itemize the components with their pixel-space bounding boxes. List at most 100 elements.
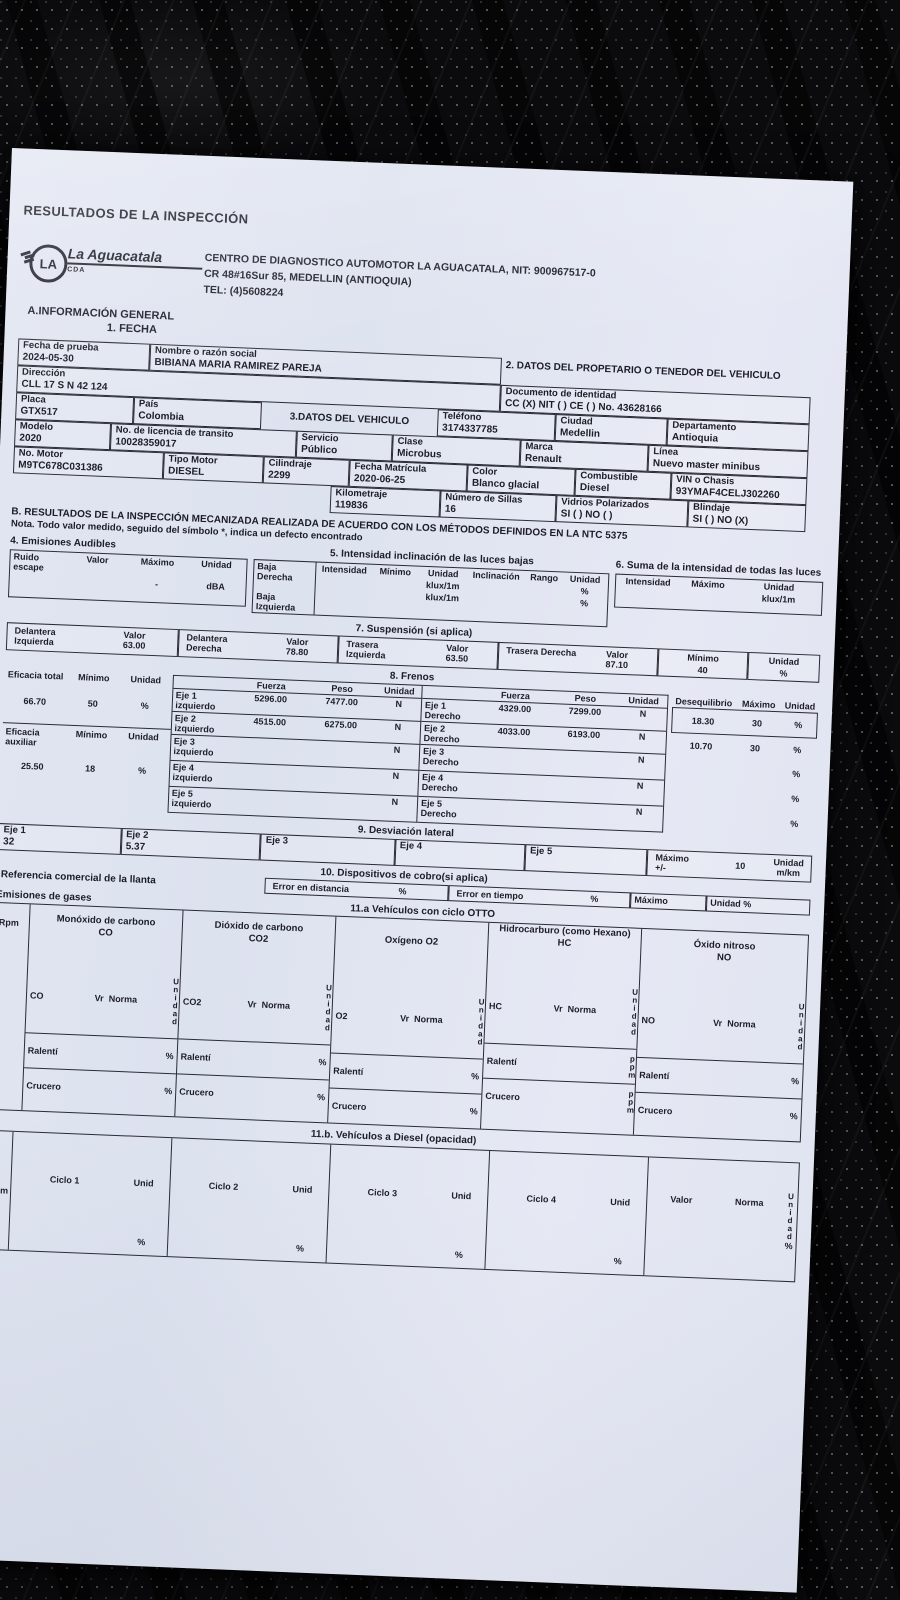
inspection-form-paper: RESULTADOS DE LA INSPECCIÓN LA La Aguaca… (0, 148, 854, 1593)
eje-label: Eje 3 (265, 834, 289, 847)
deseq-unidad: % (794, 719, 803, 730)
field-value: 2020 (19, 432, 42, 445)
vr-label: Vr (553, 1003, 563, 1014)
field-servicio: Servicio Público (295, 430, 393, 462)
ralenti-label: Ralentí (639, 1069, 670, 1081)
field-modelo: Modelo 2020 (14, 419, 112, 451)
eje-peso: 6193.00 (567, 728, 601, 740)
eje-label: Eje 2 izquierdo (174, 712, 215, 735)
susp-unidad: Unidad % (747, 651, 821, 683)
deseq-value: 10.70 (689, 740, 713, 752)
maximo-value: 10 (735, 860, 746, 872)
unidad-vertical: Unidad (784, 1191, 796, 1240)
ralenti-unit: % (790, 1075, 800, 1087)
norma-label: Norma (413, 1013, 443, 1025)
eficacia-total-unidad: % (140, 700, 149, 711)
ejes-derecho-block: Fuerza Peso Unidad Eje 1 Derecho 4329.00… (417, 684, 669, 833)
gas-sub: NO (641, 1014, 656, 1026)
col-maximo: Máximo (741, 698, 776, 710)
deseq-unidad: % (790, 819, 799, 830)
col-maximo: Máximo (140, 556, 175, 568)
susp-label: Delantera Izquierda (14, 625, 56, 647)
norma-label: Norma (261, 999, 291, 1011)
ciclo-label: Ciclo 1 (49, 1174, 80, 1186)
eficacia-total-minimo: 50 (87, 698, 98, 709)
deseq-max: 30 (749, 742, 761, 754)
desv-eje1: Eje 1 32 (0, 822, 122, 855)
eje-label: Eje 3 Derecho (422, 745, 459, 768)
eje-unidad: N (638, 731, 646, 742)
crucero-unit: % (164, 1085, 173, 1096)
vr-label: Vr (399, 1012, 410, 1024)
crucero-label: Crucero (179, 1086, 214, 1098)
eje-label: Eje 1 Derecho (424, 699, 461, 722)
norma-label: Norma (734, 1196, 764, 1208)
gas-co-group: Monóxido de carbono CO CO Vr Norma Unidad… (22, 904, 184, 1117)
ralenti-label: Ralentí (333, 1065, 364, 1077)
eje-unidad: N (393, 744, 401, 755)
eje-label: Eje 5 izquierdo (171, 787, 212, 810)
unidad-vertical: Unidad (795, 1001, 807, 1051)
desv-maximo: Máximo +/- 10 Unidad m/km (646, 848, 813, 883)
section-6: 6. Suma de la intensidad de todas las lu… (613, 559, 824, 635)
ralenti-unit: ppm (627, 1054, 638, 1079)
ralenti-unit: % (470, 1070, 480, 1082)
gas-sub: HC (488, 1000, 503, 1012)
crucero-label: Crucero (637, 1104, 673, 1116)
field-sillas: Número de Sillas 16 (439, 490, 557, 522)
eje-label: Eje 4 izquierdo (172, 761, 213, 784)
eje-label: Eje 4 (399, 839, 423, 852)
deseq-value (667, 818, 775, 824)
error-tiempo-unit: % (590, 893, 599, 904)
col-unidad: Unidad (128, 730, 159, 743)
eje-unidad: N (635, 806, 643, 817)
eje-label: Eje 4 Derecho (421, 771, 458, 794)
unidad-value: % (779, 668, 788, 679)
cda-logo: LA La Aguacatala CDA (28, 243, 204, 284)
crucero-label: Crucero (485, 1090, 521, 1102)
susp-label: Trasera Izquierda (345, 638, 386, 661)
ciclo-label: Ciclo 2 (208, 1180, 239, 1192)
error-distancia-label: Error en distancia (272, 880, 350, 894)
vr-label: Vr (247, 998, 257, 1010)
error-tiempo-label: Error en tiempo (456, 888, 524, 901)
org-address-block: CENTRO DE DIAGNOSTICO AUTOMOTOR LA AGUAC… (203, 251, 596, 314)
susp-value: 87.10 (605, 659, 629, 670)
desv-eje2: Eje 2 5.37 (120, 827, 262, 861)
eje-unidad: N (394, 721, 402, 732)
baja-izquierda-label: Baja Izquierda (255, 590, 296, 613)
susp-tra-izq: Trasera Izquierda Valor 63.50 (337, 635, 499, 670)
ralenti-label: Ralentí (486, 1055, 517, 1067)
norma-label: Norma (567, 1003, 597, 1015)
crucero-unit: % (789, 1110, 798, 1122)
col-minimo: Mínimo (75, 728, 108, 741)
unidad-label: Unidad m/km (773, 857, 805, 879)
eje-label: Eje 2 Derecho (423, 722, 460, 745)
ruido-unidad: dBA (206, 580, 226, 592)
unid-label: Unid (451, 1190, 472, 1201)
section-5: 5. Intensidad inclinación de las luces b… (251, 545, 610, 628)
crucero-unit: ppm (625, 1089, 636, 1114)
vr-label: Vr (712, 1017, 723, 1028)
eje-label: Eje 5 (529, 845, 553, 858)
ciclo1-group: Ciclo 1 Unid % (8, 1131, 173, 1256)
unidad-pct-2: % (579, 597, 589, 609)
eje-fuerza: 4329.00 (498, 702, 532, 715)
ciclo3-group: Ciclo 3 Unid % (326, 1144, 491, 1269)
gas-sub: CO (29, 990, 44, 1001)
susp-tra-der: Trasera Derecha Valor 87.10 (497, 641, 659, 677)
norma-label: Norma (727, 1018, 756, 1030)
unid-label: Unid (133, 1177, 154, 1189)
vr-label: Vr (94, 992, 104, 1004)
valor-label: Valor (670, 1193, 693, 1205)
logo-badge-icon: LA (28, 243, 69, 284)
field-cilindraje: Cilindraje 2299 (262, 456, 350, 487)
susp-label: Delantera Derecha (185, 632, 228, 654)
field-value: Blanco glacial (471, 477, 540, 492)
field-combustible: Combustible Diesel (574, 468, 672, 500)
unid-pct: % (613, 1255, 623, 1267)
crucero-label: Crucero (26, 1080, 62, 1092)
eficacia-aux-value: 25.50 (20, 760, 44, 772)
otto-table: Rpm Monóxido de carbono CO CO Vr Norma Un… (0, 901, 810, 1143)
col-valor: Valor (86, 554, 109, 565)
